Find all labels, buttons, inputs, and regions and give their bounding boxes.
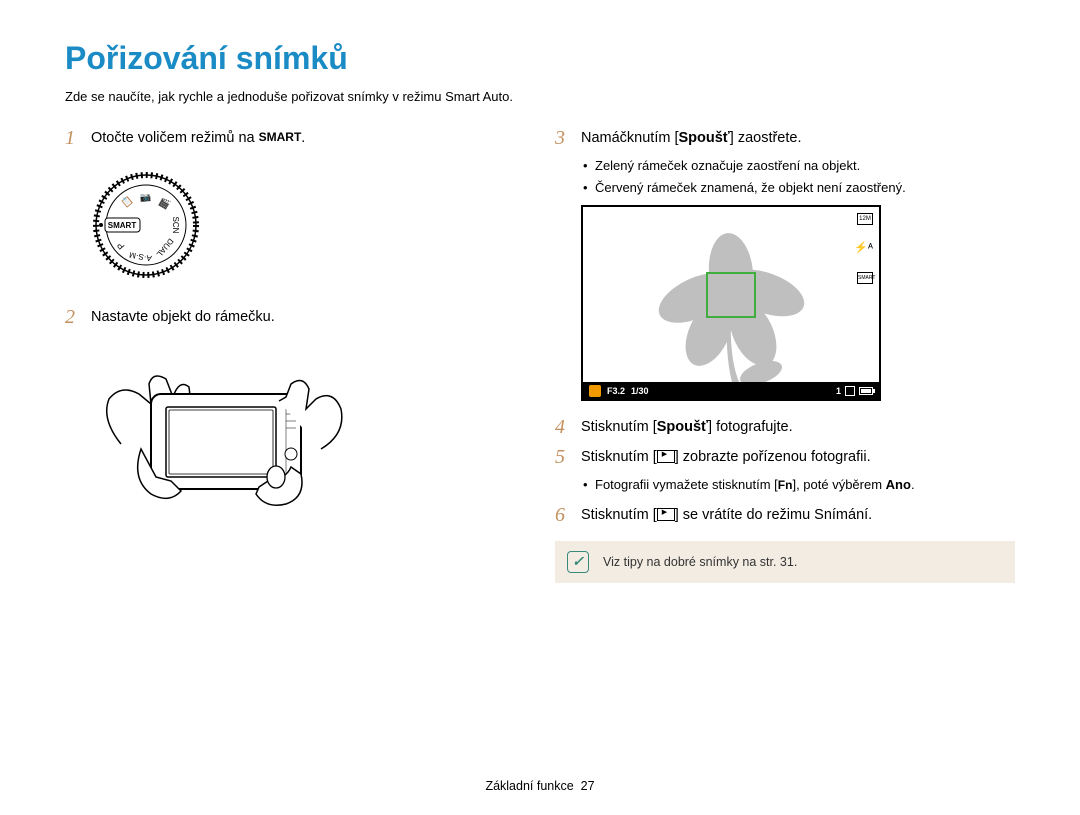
step-1: 1 Otočte voličem režimů na SMART.	[65, 126, 525, 150]
lcd-bottom-bar: F3.2 1/30 1	[583, 382, 879, 399]
note-box: ✓ Viz tipy na dobré snímky na str. 31.	[555, 541, 1015, 583]
flash-icon: ⚡ᴬ	[854, 242, 873, 254]
step-num-3: 3	[555, 126, 581, 150]
s4-bold: Spoušť	[657, 419, 708, 435]
svg-text:📷: 📷	[140, 192, 152, 203]
playback-icon-2	[657, 508, 675, 521]
size-icon: 12M	[857, 213, 873, 225]
s5b-mid: ], poté výběrem	[792, 477, 885, 492]
step1-after: .	[301, 130, 305, 146]
right-column: 3 Namáčknutím [Spoušť] zaostřete. Zelený…	[555, 126, 1015, 583]
step-num-2: 2	[65, 305, 91, 329]
s5b-before: Fotografii vymažete stisknutím [	[595, 477, 778, 492]
mode-dial-illustration: SMART 📷 🎬 SCN DUAL A·S·M P 📋	[91, 170, 201, 280]
step-num-1: 1	[65, 126, 91, 150]
note-text: Viz tipy na dobré snímky na str. 31.	[603, 555, 797, 569]
s5b-bold: Ano	[886, 477, 911, 492]
s3-after: ] zaostřete.	[730, 130, 802, 146]
s5b-after: .	[911, 477, 915, 492]
step-num-4: 4	[555, 415, 581, 439]
page-footer: Základní funkce 27	[0, 779, 1080, 793]
intro-text: Zde se naučíte, jak rychle a jednoduše p…	[65, 89, 1015, 104]
shutter-value: 1/30	[631, 386, 649, 396]
playback-icon	[657, 450, 675, 463]
battery-icon	[859, 387, 873, 395]
svg-text:SCN: SCN	[171, 217, 180, 234]
s5-after: ] zobrazte pořízenou fotografii.	[675, 449, 871, 465]
bullet-green: Zelený rámeček označuje zaostření na obj…	[581, 156, 1015, 176]
step-num-6: 6	[555, 503, 581, 527]
lcd-side-icons: 12M ⚡ᴬ SMART	[854, 213, 873, 298]
step-4-text: Stisknutím [Spoušť] fotografujte.	[581, 415, 793, 439]
step-1-text: Otočte voličem režimů na SMART.	[91, 126, 305, 150]
step-3: 3 Namáčknutím [Spoušť] zaostřete.	[555, 126, 1015, 150]
step1-before: Otočte voličem režimů na	[91, 130, 259, 146]
s4-before: Stisknutím [	[581, 419, 657, 435]
s3-before: Namáčknutím [	[581, 130, 679, 146]
step-3-text: Namáčknutím [Spoušť] zaostřete.	[581, 126, 802, 150]
s4-after: ] fotografujte.	[708, 419, 793, 435]
focus-rectangle	[706, 272, 756, 318]
footer-page: 27	[581, 779, 595, 793]
fn-icon: Fn	[778, 478, 793, 492]
footer-label: Základní funkce	[485, 779, 573, 793]
step-6: 6 Stisknutím [ ] se vrátíte do režimu Sní…	[555, 503, 1015, 527]
count-prefix: 1	[836, 386, 841, 396]
svg-text:SMART: SMART	[108, 221, 137, 230]
step-2-text: Nastavte objekt do rámečku.	[91, 305, 275, 329]
note-icon: ✓	[567, 551, 589, 573]
left-column: 1 Otočte voličem režimů na SMART. SMART …	[65, 126, 525, 583]
step-5: 5 Stisknutím [ ] zobrazte pořízenou fotog…	[555, 445, 1015, 469]
s3-bold: Spoušť	[679, 130, 730, 146]
s5-before: Stisknutím [	[581, 449, 657, 465]
step-2: 2 Nastavte objekt do rámečku.	[65, 305, 525, 329]
bullet-delete: Fotografii vymažete stisknutím [Fn], pot…	[581, 475, 1015, 495]
step-4: 4 Stisknutím [Spoušť] fotografujte.	[555, 415, 1015, 439]
bullet-red: Červený rámeček znamená, že objekt není …	[581, 178, 1015, 198]
hands-holding-camera-illustration	[91, 349, 351, 519]
step-5-bullets: Fotografii vymažete stisknutím [Fn], pot…	[581, 475, 1015, 495]
step-5-text: Stisknutím [ ] zobrazte pořízenou fotogra…	[581, 445, 871, 469]
step-6-text: Stisknutím [ ] se vrátíte do režimu Snímá…	[581, 503, 872, 527]
smart-icon: SMART	[259, 128, 302, 146]
sd-icon	[845, 386, 855, 396]
step-3-bullets: Zelený rámeček označuje zaostření na obj…	[581, 156, 1015, 197]
s6-after: ] se vrátíte do režimu Snímání.	[675, 507, 872, 523]
step-num-5: 5	[555, 445, 581, 469]
aperture-value: F3.2	[607, 386, 625, 396]
page-title: Pořizování snímků	[65, 40, 1015, 77]
macro-icon	[589, 385, 601, 397]
s6-before: Stisknutím [	[581, 507, 657, 523]
lcd-preview: 12M ⚡ᴬ SMART F3.2 1/30 1	[581, 205, 881, 401]
smart-mode-icon: SMART	[857, 272, 873, 284]
